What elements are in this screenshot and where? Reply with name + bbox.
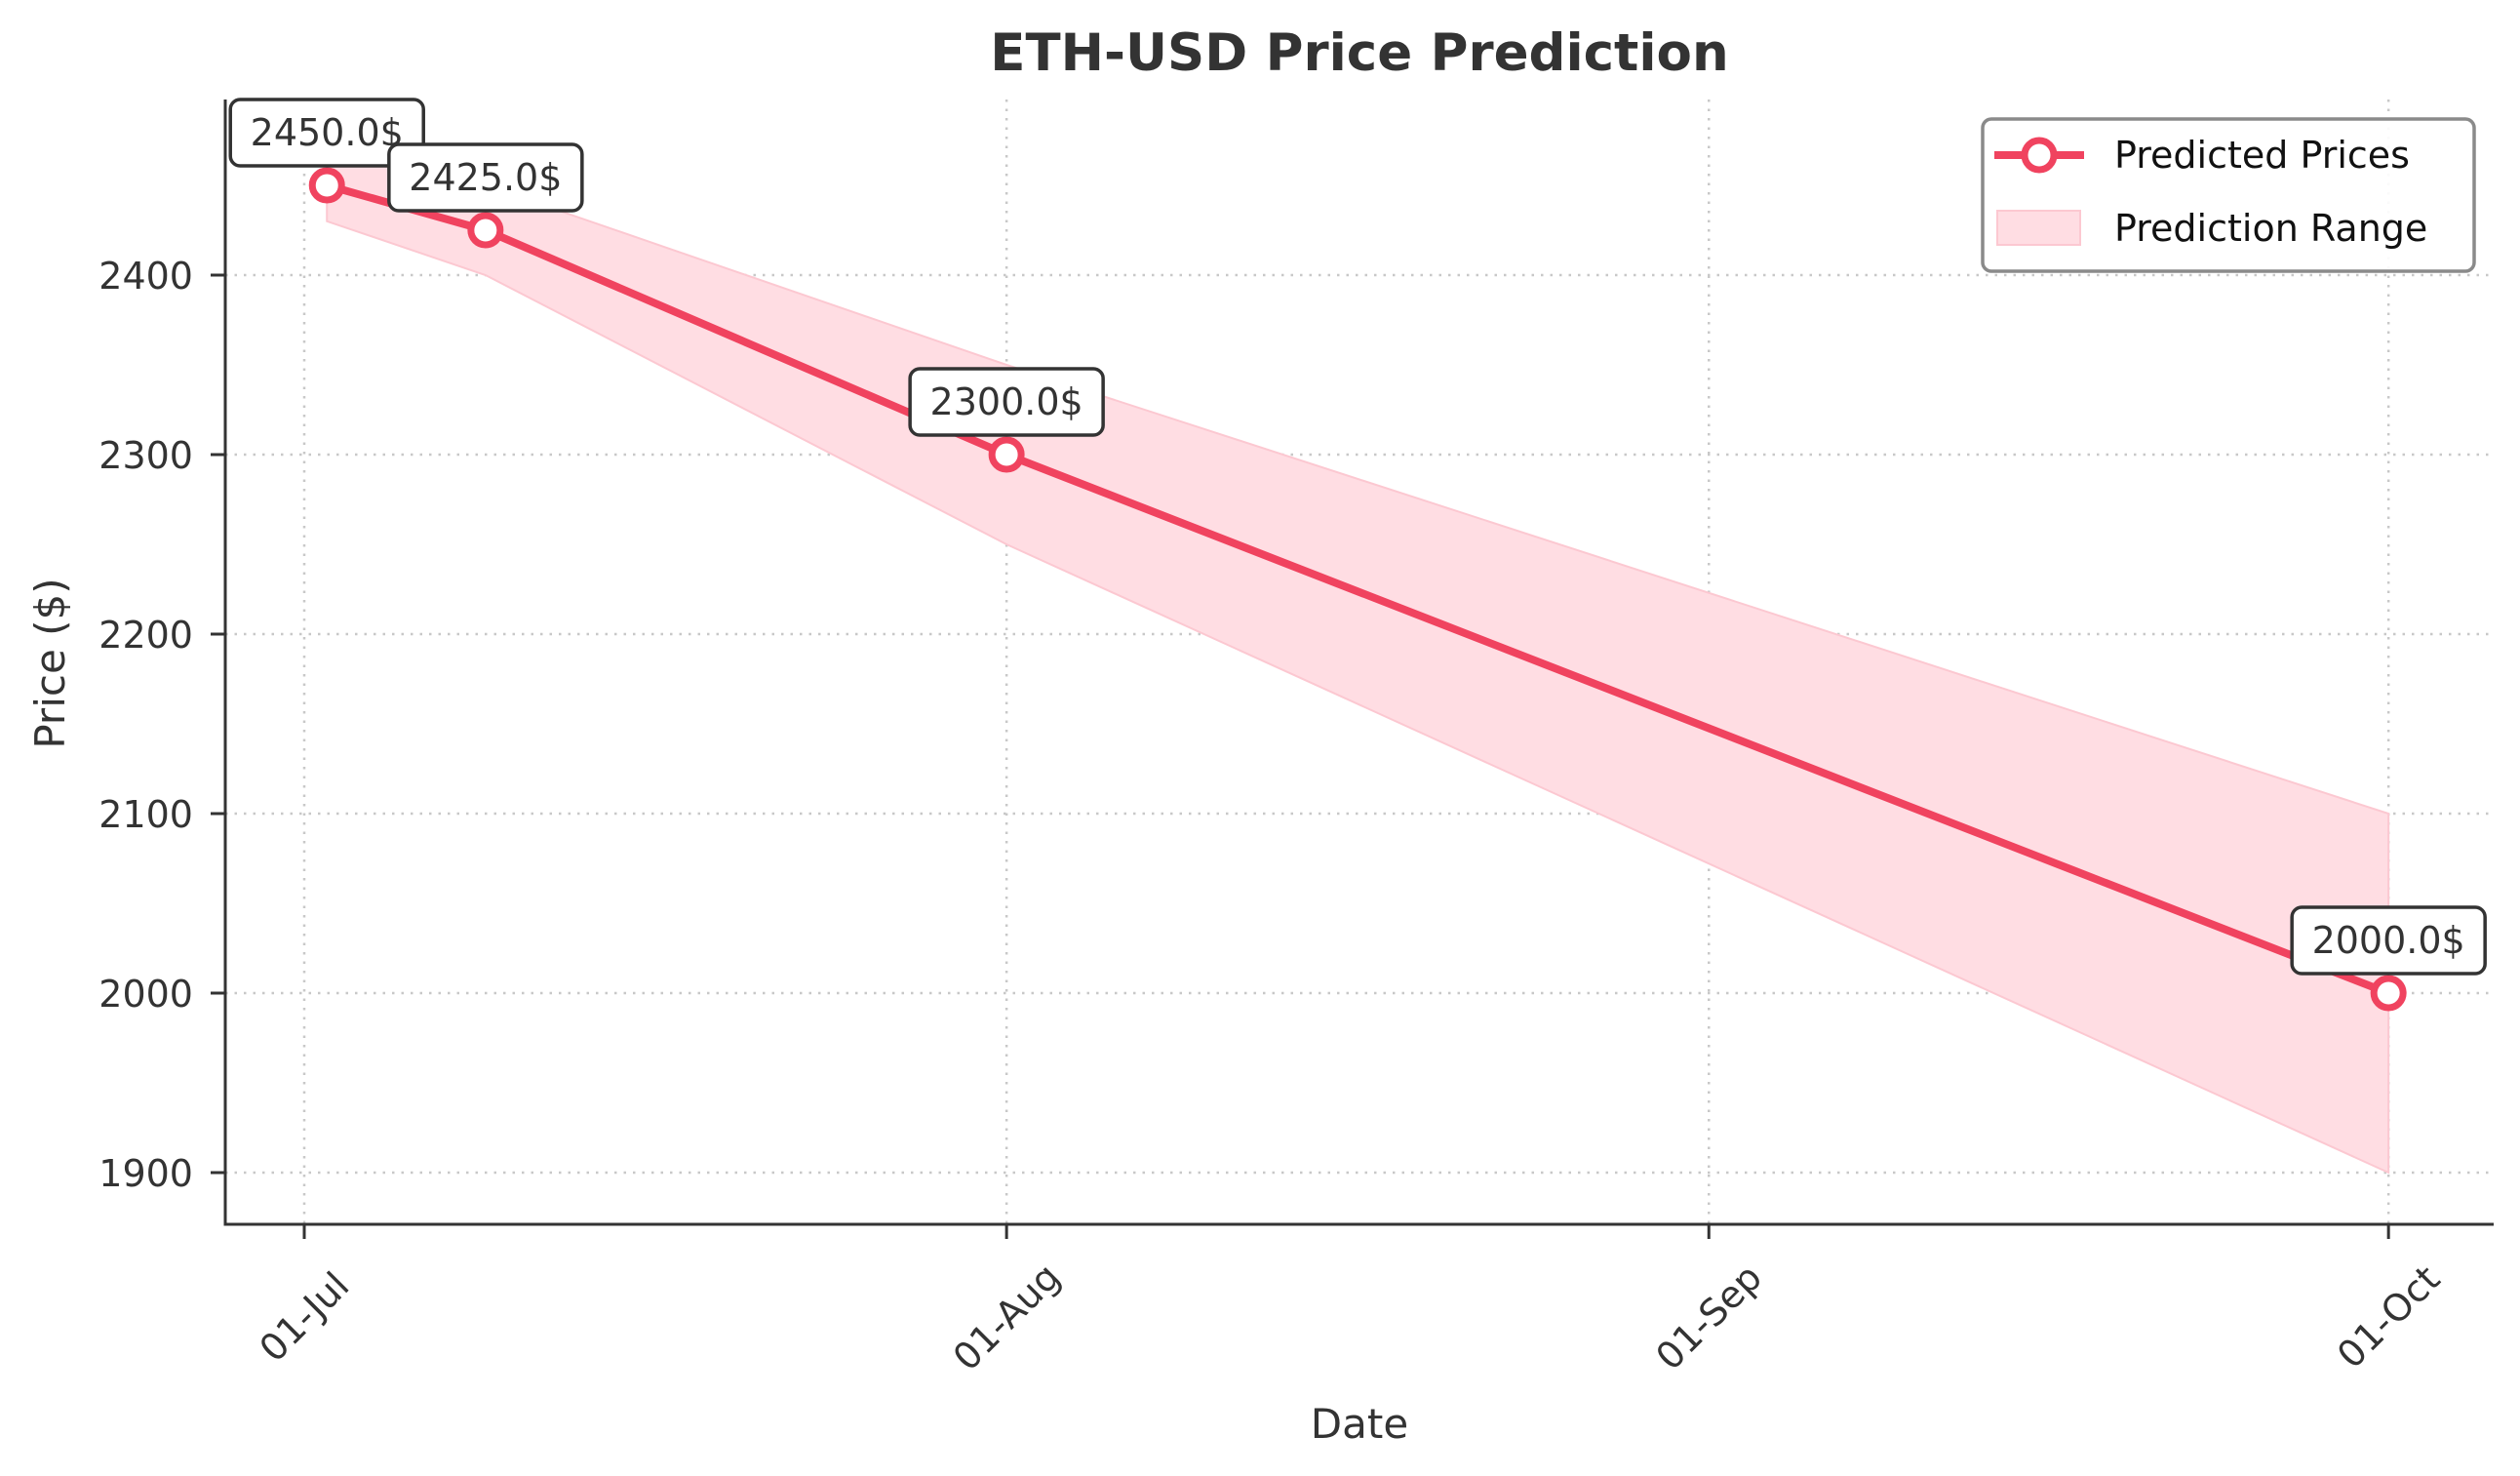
value-annotation: 2425.0$ — [387, 142, 584, 213]
legend: Predicted Prices Prediction Range — [1981, 117, 2476, 273]
data-point-marker — [2370, 975, 2407, 1012]
annotation-box — [908, 367, 1105, 437]
y-tick-label: 2300 — [98, 434, 193, 477]
legend-box — [1981, 117, 2476, 273]
annotation-box — [387, 142, 584, 213]
y-axis-label: Price ($) — [26, 578, 74, 748]
prediction-range-area — [326, 147, 2390, 1175]
y-tick-label: 2100 — [98, 793, 193, 836]
annotation-label: 2450.0$ — [251, 111, 404, 154]
prediction-range-band — [326, 147, 2390, 1175]
data-point-markers — [308, 167, 2407, 1012]
circle-marker-icon — [2021, 137, 2058, 174]
legend-label: Predicted Prices — [2114, 134, 2410, 177]
data-point-marker — [308, 167, 345, 204]
y-tick-label: 1900 — [98, 1152, 193, 1195]
value-annotation: 2000.0$ — [2290, 905, 2487, 976]
legend-area-swatch — [1996, 210, 2081, 246]
annotation-label: 2000.0$ — [2312, 919, 2465, 962]
y-tick-label: 2200 — [98, 614, 193, 657]
legend-item-predicted-prices: Predicted Prices — [1994, 134, 2410, 177]
annotation-box — [2290, 905, 2487, 976]
annotation-box — [228, 98, 425, 168]
data-point-marker — [467, 212, 504, 249]
axes-spines — [223, 100, 2494, 1226]
value-annotation: 2300.0$ — [908, 367, 1105, 437]
x-axis-label: Date — [1311, 1400, 1408, 1448]
y-tick-label: 2000 — [98, 973, 193, 1016]
annotation-label: 2425.0$ — [409, 156, 562, 199]
annotation-label: 2300.0$ — [930, 380, 1083, 423]
y-axis-ticks: 1900 2000 2100 2200 2300 2400 — [98, 255, 225, 1195]
data-point-marker — [988, 436, 1025, 473]
chart-title: ETH-USD Price Prediction — [990, 23, 1728, 83]
value-annotation: 2450.0$ — [228, 98, 425, 168]
legend-label: Prediction Range — [2114, 207, 2427, 250]
y-tick-label: 2400 — [98, 255, 193, 298]
value-annotations: 2450.0$2425.0$ 2300.0$ 2000.0$ — [228, 98, 2487, 976]
legend-item-prediction-range: Prediction Range — [1996, 207, 2427, 250]
